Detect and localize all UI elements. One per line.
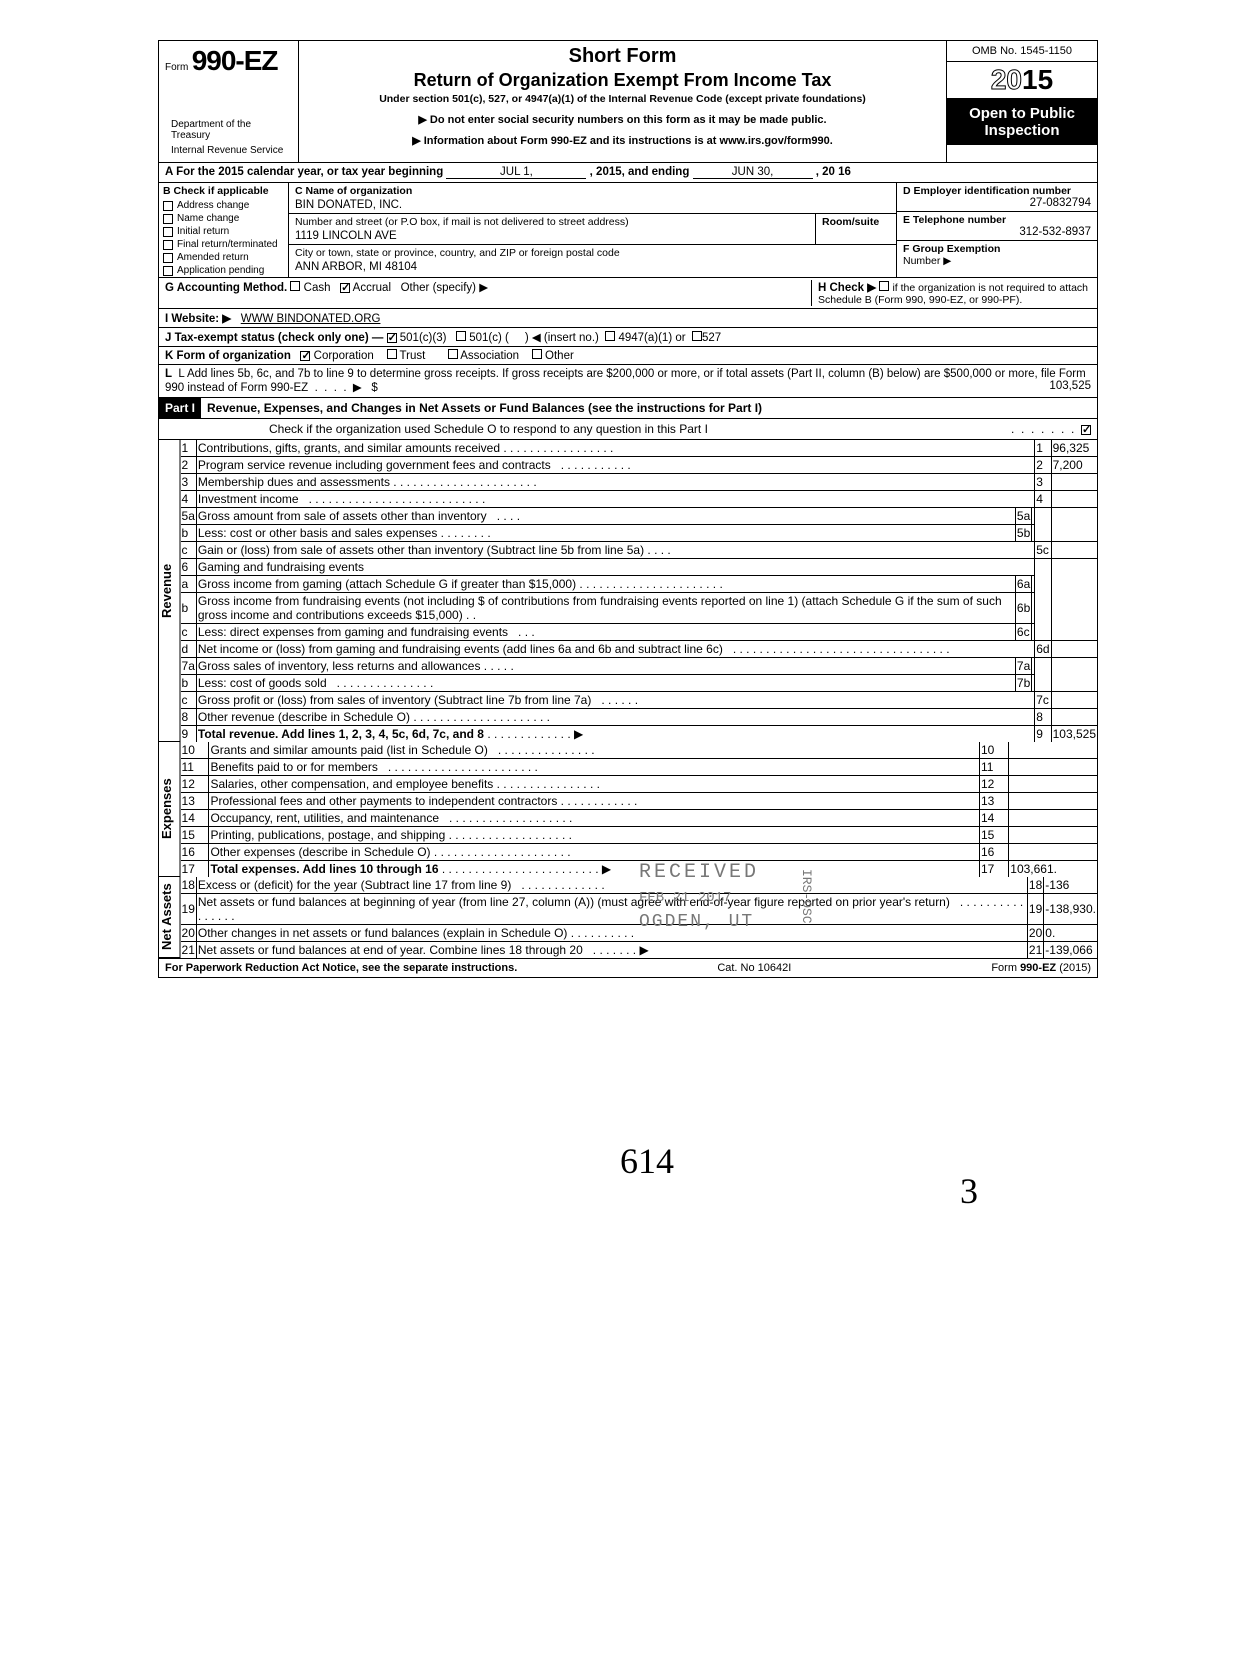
subval-6b bbox=[1032, 593, 1035, 624]
amt-line-9: 103,525 bbox=[1051, 726, 1097, 743]
amt-line-13 bbox=[1009, 793, 1097, 810]
tax-year: 2015 bbox=[947, 62, 1097, 99]
form-number-box: Form 990-EZ Department of the Treasury I… bbox=[159, 41, 299, 162]
col-b-checkboxes: B Check if applicable Address change Nam… bbox=[159, 183, 289, 277]
handwritten-614: 614 bbox=[620, 1140, 674, 1182]
amt-line-19: -138,930. bbox=[1044, 894, 1097, 925]
room-suite: Room/suite bbox=[816, 214, 896, 244]
telephone: 312-532-8937 bbox=[903, 226, 1091, 238]
subval-5b bbox=[1032, 525, 1035, 542]
form-title-box: Short Form Return of Organization Exempt… bbox=[299, 41, 947, 162]
title-return: Return of Organization Exempt From Incom… bbox=[309, 70, 936, 91]
cb-cash[interactable] bbox=[290, 281, 300, 291]
amt-line-8 bbox=[1051, 709, 1097, 726]
year-end-month: JUN 30, bbox=[693, 166, 813, 179]
amt-line-7c bbox=[1051, 692, 1097, 709]
amt-line-15 bbox=[1009, 827, 1097, 844]
cb-address-change[interactable] bbox=[163, 201, 173, 211]
cb-initial-return[interactable] bbox=[163, 227, 173, 237]
subtitle: Under section 501(c), 527, or 4947(a)(1)… bbox=[309, 93, 936, 105]
amt-line-18: -136 bbox=[1044, 877, 1097, 894]
org-street: 1119 LINCOLN AVE bbox=[295, 228, 809, 242]
amt-line-1: 96,325 bbox=[1051, 440, 1097, 457]
cb-accrual[interactable] bbox=[340, 283, 350, 293]
cb-schedule-b[interactable] bbox=[879, 281, 889, 291]
amt-line-6d bbox=[1051, 641, 1097, 658]
title-short-form: Short Form bbox=[309, 45, 936, 68]
schedule-o-check: Check if the organization used Schedule … bbox=[159, 419, 1097, 440]
amt-line-11 bbox=[1009, 759, 1097, 776]
cb-527[interactable] bbox=[692, 331, 702, 341]
website-url: WWW BINDONATED.ORG bbox=[241, 313, 381, 325]
line-g-accounting: G Accounting Method. Cash Accrual Other … bbox=[159, 278, 1097, 309]
cb-4947[interactable] bbox=[605, 331, 615, 341]
form-prefix: Form bbox=[165, 62, 188, 73]
cb-application-pending[interactable] bbox=[163, 266, 173, 276]
expenses-table: 10Grants and similar amounts paid (list … bbox=[181, 742, 1097, 877]
stamp-irs-osc: IRS-OSC bbox=[799, 869, 814, 924]
cb-name-change[interactable] bbox=[163, 214, 173, 224]
side-label-netassets: Net Assets bbox=[159, 877, 181, 958]
amt-line-4 bbox=[1051, 491, 1097, 508]
amt-line-17: 103,661. bbox=[1009, 861, 1097, 878]
side-label-revenue: Revenue bbox=[159, 440, 181, 742]
line-l-gross-receipts: L L Add lines 5b, 6c, and 7b to line 9 t… bbox=[159, 365, 1097, 398]
form-number: 990-EZ bbox=[192, 45, 278, 76]
subval-6c bbox=[1032, 624, 1035, 641]
gross-receipts-amount: 103,525 bbox=[1049, 380, 1091, 392]
part-1-header: Part I Revenue, Expenses, and Changes in… bbox=[159, 398, 1097, 419]
org-city: ANN ARBOR, MI 48104 bbox=[295, 259, 890, 273]
netassets-table: 18Excess or (deficit) for the year (Subt… bbox=[181, 877, 1097, 958]
amt-line-5c bbox=[1051, 542, 1097, 559]
open-to-public: Open to Public Inspection bbox=[947, 99, 1097, 145]
col-d-right: D Employer identification number 27-0832… bbox=[897, 183, 1097, 277]
subval-7b bbox=[1032, 675, 1035, 692]
note-info: ▶ Information about Form 990-EZ and its … bbox=[309, 134, 936, 147]
cb-501c3[interactable] bbox=[387, 333, 397, 343]
cb-corporation[interactable] bbox=[300, 351, 310, 361]
line-j-tax-exempt: J Tax-exempt status (check only one) — 5… bbox=[159, 328, 1097, 347]
cb-schedule-o[interactable] bbox=[1081, 425, 1091, 435]
omb-number: OMB No. 1545-1150 bbox=[947, 41, 1097, 62]
cb-trust[interactable] bbox=[387, 349, 397, 359]
cb-amended-return[interactable] bbox=[163, 253, 173, 263]
dept-irs: Internal Revenue Service bbox=[165, 143, 292, 158]
note-ssn: ▶ Do not enter social security numbers o… bbox=[309, 113, 936, 126]
amt-line-12 bbox=[1009, 776, 1097, 793]
amt-line-20: 0. bbox=[1044, 925, 1097, 942]
amt-line-14 bbox=[1009, 810, 1097, 827]
handwritten-3: 3 bbox=[960, 1170, 978, 1212]
cb-final-return[interactable] bbox=[163, 240, 173, 250]
line-i-website: I Website: ▶ WWW BINDONATED.ORG bbox=[159, 309, 1097, 328]
cb-501c[interactable] bbox=[456, 331, 466, 341]
side-label-expenses: Expenses bbox=[159, 742, 181, 877]
year-begin: JUL 1, bbox=[446, 166, 586, 179]
revenue-table: 1Contributions, gifts, grants, and simil… bbox=[181, 440, 1097, 742]
cb-association[interactable] bbox=[448, 349, 458, 359]
col-c-org-info: C Name of organization BIN DONATED, INC.… bbox=[289, 183, 897, 277]
row-a-tax-year: A For the 2015 calendar year, or tax yea… bbox=[159, 163, 1097, 183]
org-name: BIN DONATED, INC. bbox=[295, 197, 890, 211]
cb-other-org[interactable] bbox=[532, 349, 542, 359]
amt-line-3 bbox=[1051, 474, 1097, 491]
dept-treasury: Department of the Treasury bbox=[165, 117, 292, 143]
amt-line-2: 7,200 bbox=[1051, 457, 1097, 474]
amt-line-10 bbox=[1009, 742, 1097, 759]
vertical-year: 2017 bbox=[0, 480, 3, 520]
line-k-form-org: K Form of organization Corporation Trust… bbox=[159, 347, 1097, 365]
subval-6a bbox=[1032, 576, 1035, 593]
amt-line-16 bbox=[1009, 844, 1097, 861]
ein: 27-0832794 bbox=[903, 197, 1091, 209]
amt-line-21: -139,066 bbox=[1044, 942, 1097, 959]
footer-row: For Paperwork Reduction Act Notice, see … bbox=[159, 958, 1097, 977]
header-right-box: OMB No. 1545-1150 2015 Open to Public In… bbox=[947, 41, 1097, 162]
